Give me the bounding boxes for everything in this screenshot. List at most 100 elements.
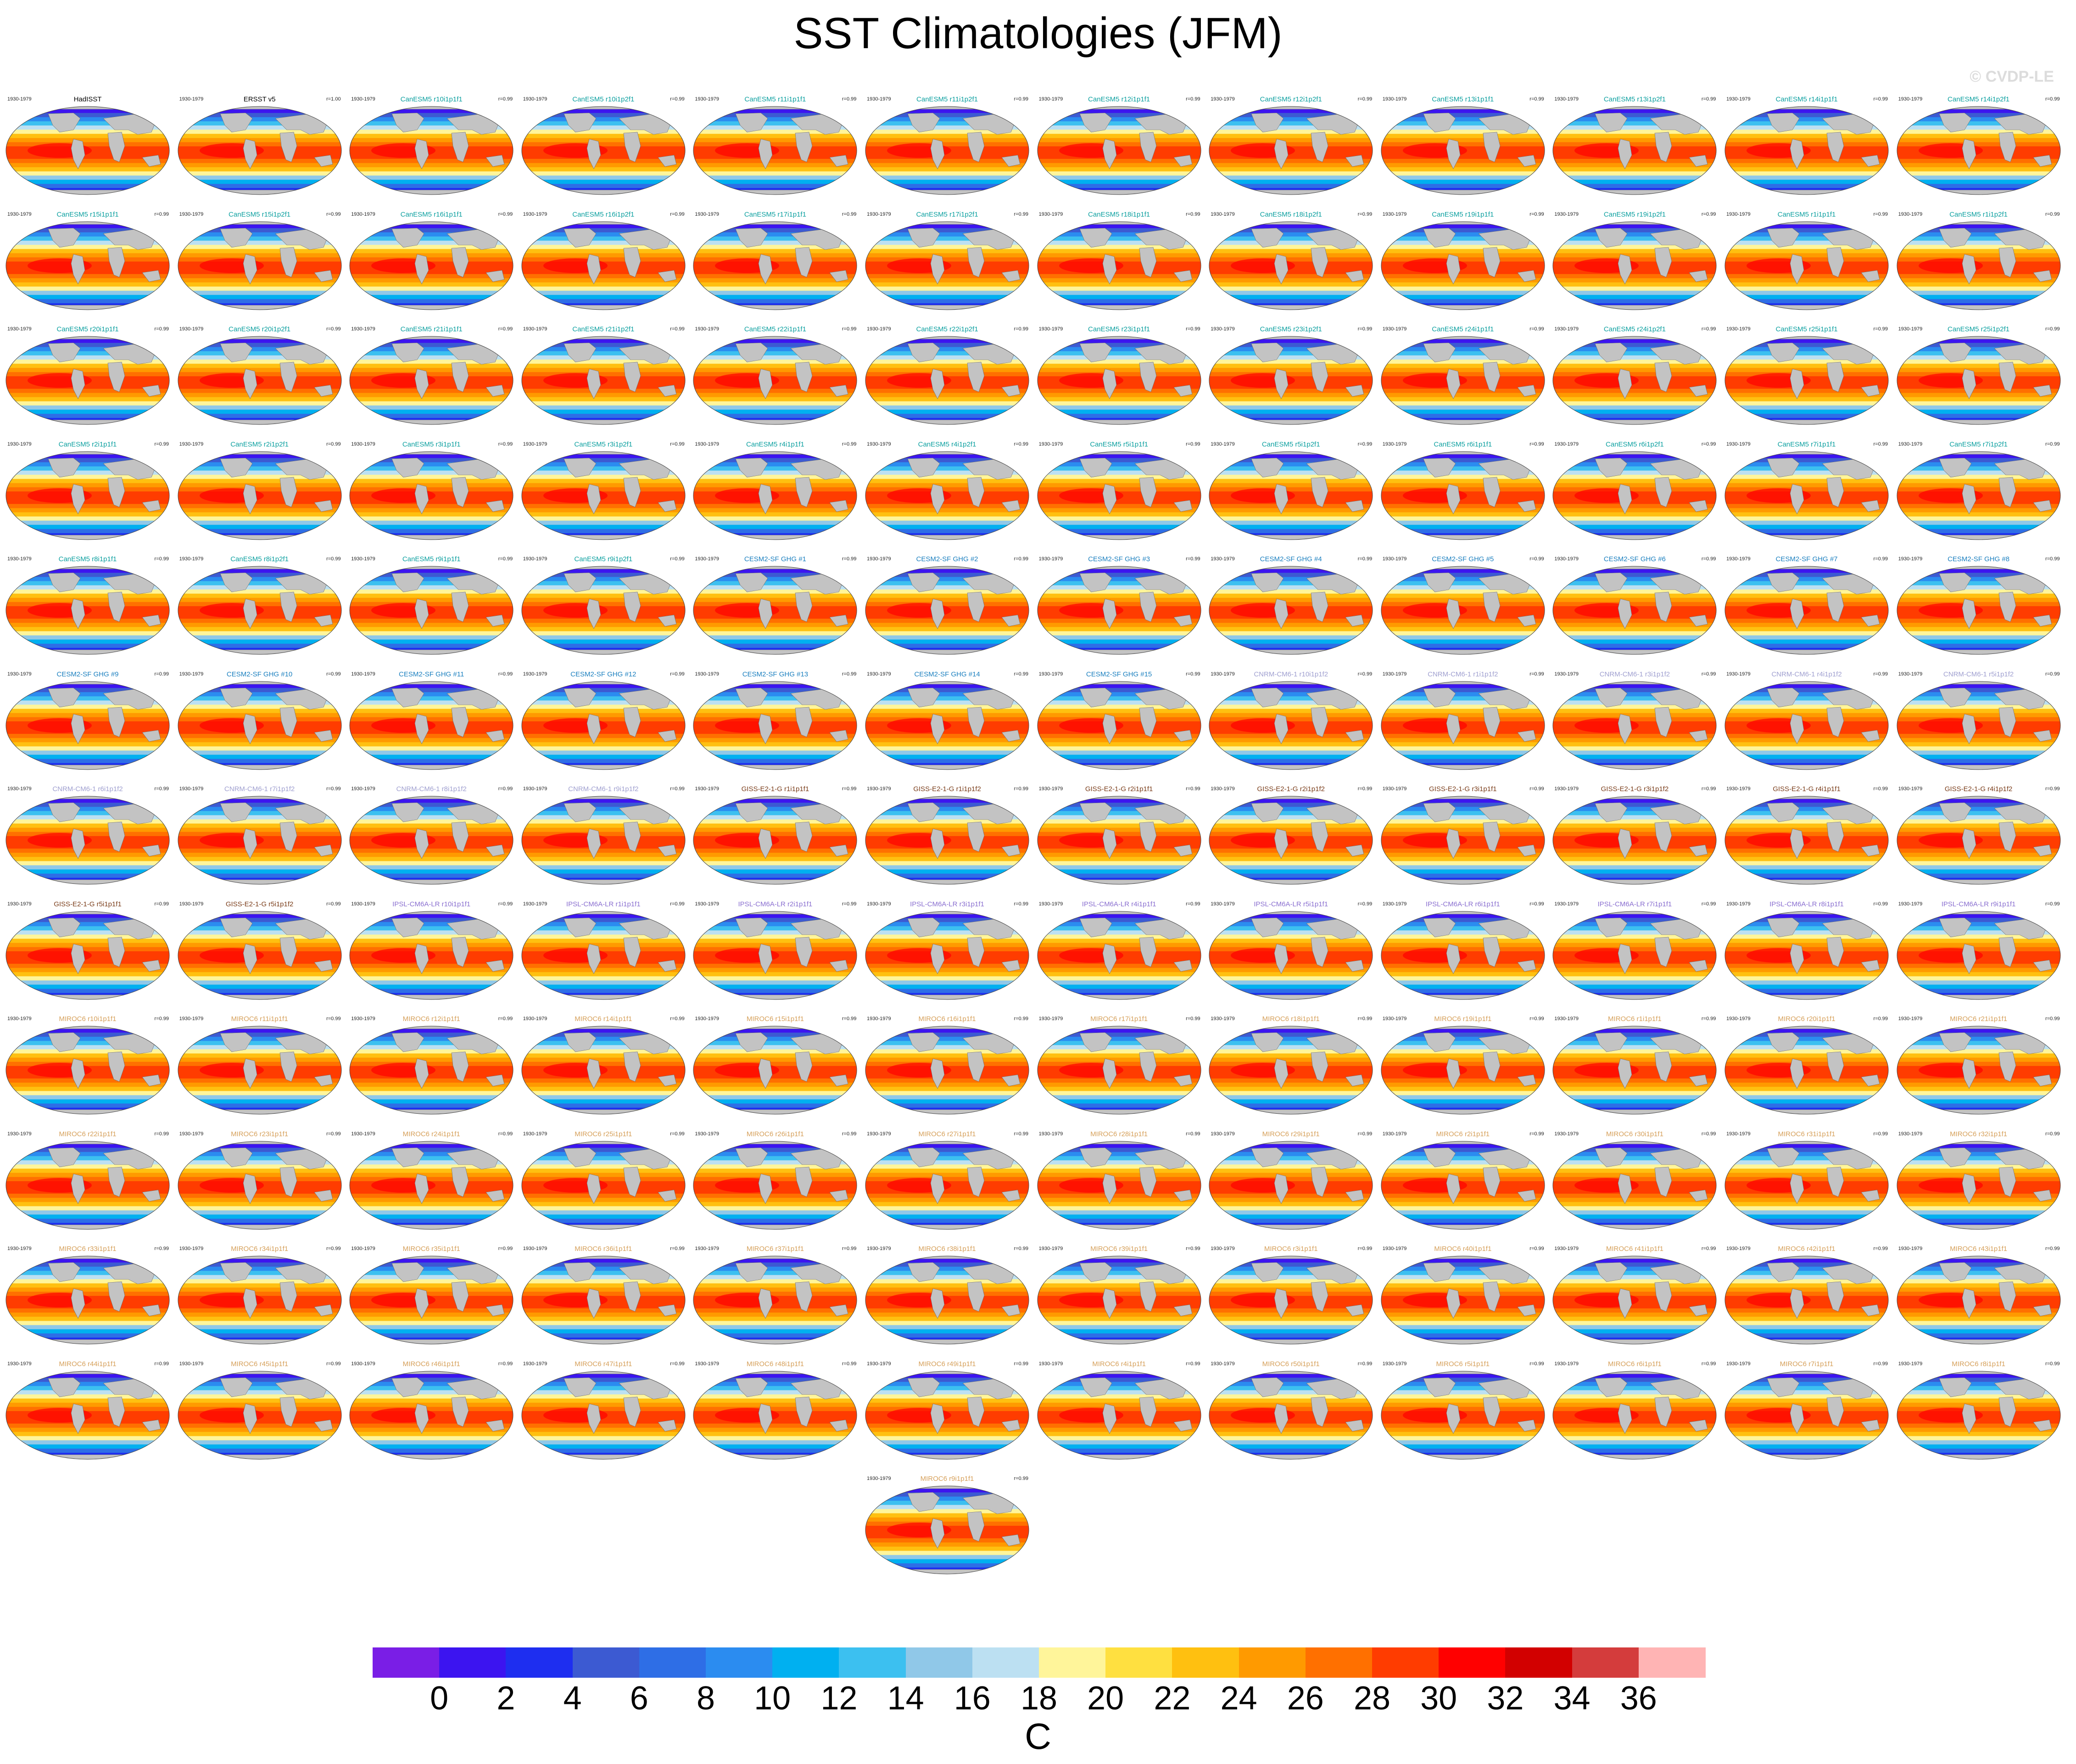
colorbar-box <box>506 1647 573 1678</box>
panel-title: CanESM5 r18i1p1f1 <box>1088 210 1150 218</box>
sst-map <box>865 1141 1029 1229</box>
map-panel: 1930-1979 MIROC6 r31i1p1f1 r=0.99 <box>1724 1130 1890 1234</box>
panel-pattern-correlation: r=0.99 <box>842 1246 857 1251</box>
sst-map <box>1724 221 1889 310</box>
map-panel: 1930-1979 IPSL-CM6A-LR r1i1p1f1 r=0.99 <box>520 900 686 1004</box>
map-panel: 1930-1979 MIROC6 r35i1p1f1 r=0.99 <box>348 1245 514 1349</box>
sst-map <box>349 796 513 885</box>
panel-pattern-correlation: r=0.99 <box>498 326 513 332</box>
map-panel: 1930-1979 CanESM5 r12i1p1f1 r=0.99 <box>1036 95 1202 199</box>
panel-title: MIROC6 r12i1p1f1 <box>402 1015 460 1023</box>
panel-period-label: 1930-1979 <box>867 1476 891 1481</box>
panel-period-label: 1930-1979 <box>1211 96 1235 102</box>
panel-period-label: 1930-1979 <box>179 441 204 447</box>
panel-period-label: 1930-1979 <box>179 556 204 562</box>
panel-pattern-correlation: r=0.99 <box>1529 786 1544 792</box>
map-panel: 1930-1979 MIROC6 r27i1p1f1 r=0.99 <box>864 1130 1030 1234</box>
colorbar-box <box>839 1647 906 1678</box>
sst-map <box>693 451 857 540</box>
panel-title: CanESM5 r7i1p2f1 <box>1949 440 2008 448</box>
panel-period-label: 1930-1979 <box>1554 96 1579 102</box>
panel-pattern-correlation: r=0.99 <box>842 326 857 332</box>
map-panel: 1930-1979 CanESM5 r22i1p1f1 r=0.99 <box>692 325 858 429</box>
sst-map <box>6 911 170 999</box>
map-panel: 1930-1979 GISS-E2-1-G r3i1p1f1 r=0.99 <box>1380 785 1546 889</box>
panel-period-label: 1930-1979 <box>867 556 891 562</box>
panel-period-label: 1930-1979 <box>1211 901 1235 907</box>
panel-period-label: 1930-1979 <box>179 211 204 217</box>
sst-map <box>6 1141 170 1229</box>
panel-title: CanESM5 r22i1p1f1 <box>744 325 806 333</box>
panel-period-label: 1930-1979 <box>179 1361 204 1367</box>
panel-title: MIROC6 r5i1p1f1 <box>1436 1360 1490 1368</box>
sst-map <box>1897 1371 2061 1459</box>
panel-title: CESM2-SF GHG #7 <box>1775 555 1838 563</box>
panel-pattern-correlation: r=0.99 <box>670 556 685 562</box>
panel-pattern-correlation: r=0.99 <box>1186 211 1200 217</box>
panel-period-label: 1930-1979 <box>523 671 547 677</box>
sst-map <box>1381 336 1545 425</box>
sst-map <box>1552 1141 1717 1229</box>
panel-period-label: 1930-1979 <box>1038 441 1063 447</box>
sst-map <box>1552 796 1717 885</box>
sst-map <box>1724 451 1889 540</box>
panel-pattern-correlation: r=0.99 <box>2045 901 2060 907</box>
panel-title: CanESM5 r21i1p2f1 <box>572 325 635 333</box>
panel-pattern-correlation: r=0.99 <box>154 1131 169 1137</box>
panel-title: CESM2-SF GHG #4 <box>1260 555 1322 563</box>
colorbar-tick-label: 36 <box>1620 1680 1657 1717</box>
panel-title: MIROC6 r29i1p1f1 <box>1262 1130 1320 1138</box>
panel-title: MIROC6 r28i1p1f1 <box>1090 1130 1148 1138</box>
panel-title: CanESM5 r24i1p2f1 <box>1603 325 1666 333</box>
map-panel: 1930-1979 MIROC6 r11i1p1f1 r=0.99 <box>177 1015 343 1119</box>
panel-period-label: 1930-1979 <box>695 1361 719 1367</box>
sst-map <box>1552 1371 1717 1459</box>
panel-pattern-correlation: r=0.99 <box>1701 211 1716 217</box>
panel-period-label: 1930-1979 <box>1898 671 1923 677</box>
panel-title: MIROC6 r46i1p1f1 <box>402 1360 460 1368</box>
map-panel: 1930-1979 MIROC6 r45i1p1f1 r=0.99 <box>177 1360 343 1464</box>
panel-pattern-correlation: r=0.99 <box>2045 326 2060 332</box>
panel-period-label: 1930-1979 <box>867 901 891 907</box>
map-panel: 1930-1979 MIROC6 r43i1p1f1 r=0.99 <box>1896 1245 2062 1349</box>
panel-period-label: 1930-1979 <box>867 441 891 447</box>
sst-map <box>521 451 686 540</box>
panel-period-label: 1930-1979 <box>523 1361 547 1367</box>
panel-pattern-correlation: r=0.99 <box>154 326 169 332</box>
panel-pattern-correlation: r=0.99 <box>498 211 513 217</box>
panel-period-label: 1930-1979 <box>1726 326 1751 332</box>
map-panel: 1930-1979 CanESM5 r24i1p2f1 r=0.99 <box>1551 325 1718 429</box>
panel-pattern-correlation: r=0.99 <box>1701 326 1716 332</box>
panel-pattern-correlation: r=0.99 <box>326 556 341 562</box>
sst-map <box>1897 106 2061 195</box>
sst-map <box>1209 796 1373 885</box>
panel-title: CNRM-CM6-1 r9i1p1f2 <box>568 785 639 793</box>
panel-pattern-correlation: r=0.99 <box>1701 671 1716 677</box>
map-panel: 1930-1979 MIROC6 r24i1p1f1 r=0.99 <box>348 1130 514 1234</box>
panel-period-label: 1930-1979 <box>179 901 204 907</box>
panel-pattern-correlation: r=0.99 <box>1014 1131 1029 1137</box>
map-panel: 1930-1979 MIROC6 r26i1p1f1 r=0.99 <box>692 1130 858 1234</box>
panel-period-label: 1930-1979 <box>1898 1016 1923 1022</box>
map-panel: 1930-1979 HadISST <box>5 95 171 199</box>
panel-title: CESM2-SF GHG #9 <box>56 670 119 678</box>
panel-period-label: 1930-1979 <box>179 326 204 332</box>
panel-title: MIROC6 r25i1p1f1 <box>575 1130 632 1138</box>
panel-period-label: 1930-1979 <box>1554 901 1579 907</box>
panel-pattern-correlation: r=0.99 <box>842 1016 857 1022</box>
panel-title: MIROC6 r37i1p1f1 <box>746 1245 804 1253</box>
map-panel: 1930-1979 IPSL-CM6A-LR r10i1p1f1 r=0.99 <box>348 900 514 1004</box>
panel-title: CanESM5 r3i1p2f1 <box>574 440 633 448</box>
map-panel: 1930-1979 MIROC6 r15i1p1f1 r=0.99 <box>692 1015 858 1119</box>
panel-pattern-correlation: r=0.99 <box>326 901 341 907</box>
panel-title: MIROC6 r6i1p1f1 <box>1608 1360 1662 1368</box>
panel-title: CanESM5 r15i1p2f1 <box>229 210 291 218</box>
panel-pattern-correlation: r=0.99 <box>1529 1131 1544 1137</box>
panel-period-label: 1930-1979 <box>179 1016 204 1022</box>
panel-pattern-correlation: r=0.99 <box>1873 786 1888 792</box>
panel-title: CanESM5 r10i1p2f1 <box>572 95 635 103</box>
panel-pattern-correlation: r=0.99 <box>154 441 169 447</box>
sst-map <box>1037 911 1201 999</box>
sst-map <box>1552 336 1717 425</box>
colorbar-tick-label: 20 <box>1087 1680 1124 1717</box>
